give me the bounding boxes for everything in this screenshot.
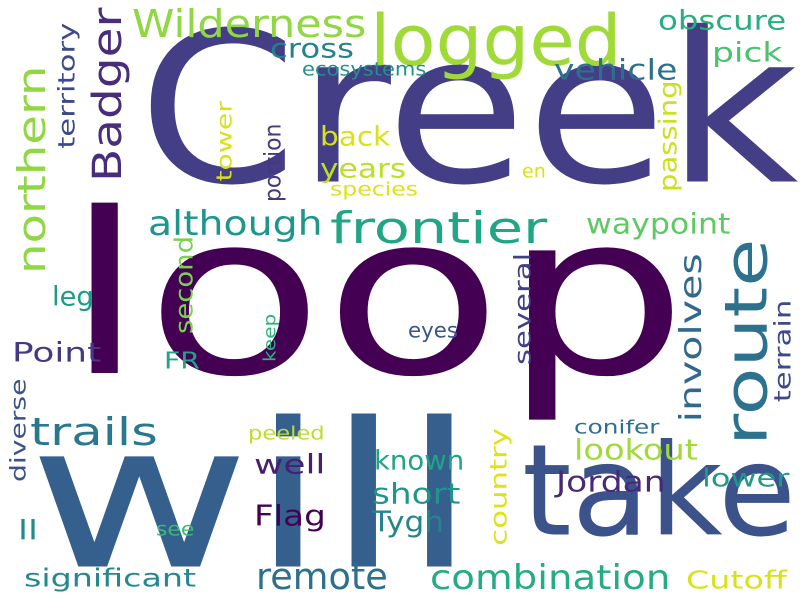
word-ll: ll [18,515,38,547]
word-several: several [510,252,537,366]
word-leg: leg [52,281,94,313]
word-keep: keep [260,313,281,362]
word-logged: logged [370,0,622,82]
word-significant: significant [24,563,197,593]
word-territory: territory [54,22,81,149]
word-flag: Flag [254,499,326,533]
word-although: although [148,204,323,244]
word-waypoint: waypoint [586,207,731,241]
word-involves: involves [674,253,709,423]
word-will: will [28,380,477,600]
word-point: Point [12,337,102,369]
word-frontier: frontier [330,203,548,254]
word-known: known [374,445,465,477]
word-route: route [711,238,781,446]
word-pick: pick [712,37,783,69]
word-fr: FR [164,348,200,375]
word-see: see [156,518,195,541]
word-cutoff: Cutoff [686,565,787,595]
word-species: species [330,178,418,201]
word-take: take [522,416,797,565]
word-passing: passing [653,80,683,192]
word-jordan: Jordan [556,465,666,499]
word-en: en [522,160,546,183]
word-portion: portion [260,123,287,202]
word-well: well [254,449,326,481]
word-tygh: Tygh [372,505,444,539]
word-lookout: lookout [574,433,698,467]
word-years: years [320,153,407,185]
word-country: country [486,428,513,546]
word-northern: northern [10,65,54,274]
word-diverse: diverse [6,378,31,482]
word-tower: tower [212,101,237,182]
word-back: back [320,121,391,153]
word-short: short [372,477,461,511]
word-terrain: terrain [770,299,797,403]
word-conifer: conifer [574,416,660,439]
word-remote: remote [256,556,388,598]
word-peeled: peeled [248,422,325,445]
word-lower: lower [702,463,790,493]
word-trails: trails [30,410,158,454]
word-vehicle: vehicle [554,53,678,87]
word-creek: Creek [138,0,799,232]
word-combination: combination [430,558,671,598]
word-cross: cross [270,33,354,65]
word-ecosystems: ecosystems [302,58,427,81]
word-obscure: obscure [658,5,787,37]
word-loop: loop [64,165,688,426]
word-badger: Badger [85,7,131,182]
word-wilderness: Wilderness [132,2,367,46]
word-second: second [169,235,199,334]
word-eyes: eyes [408,318,458,343]
